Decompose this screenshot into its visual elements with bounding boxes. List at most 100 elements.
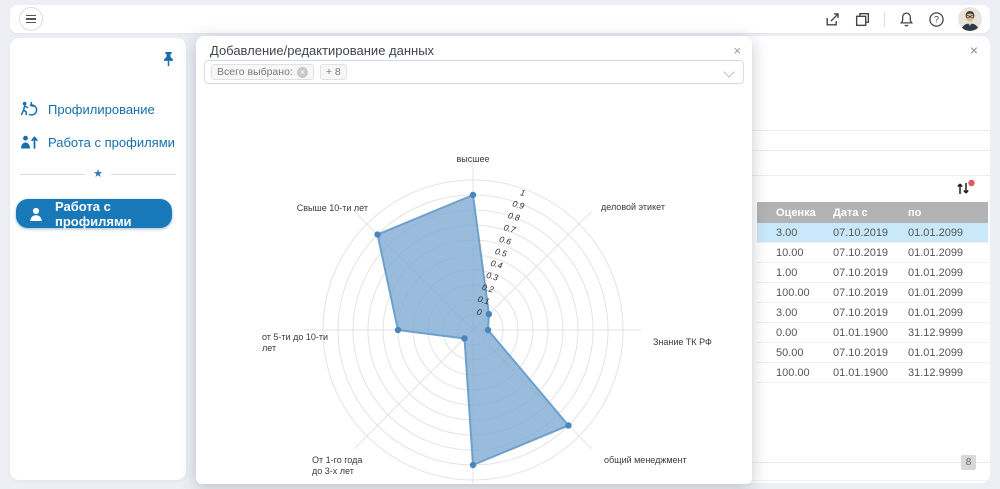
radar-tick-label: 0.4 bbox=[490, 258, 504, 271]
windows-icon[interactable] bbox=[854, 11, 871, 28]
sidebar: Профилирование Работа с профилями ★ Рабо… bbox=[10, 38, 186, 480]
table-cell: 07.10.2019 bbox=[833, 246, 889, 259]
radar-axis-label: от 5-ти до 10-ти лет bbox=[262, 332, 328, 353]
star-icon: ★ bbox=[93, 167, 103, 180]
table-cell: 3.00 bbox=[776, 306, 798, 319]
table-row[interactable]: 10.00 07.10.2019 01.01.2099 bbox=[757, 243, 988, 263]
table-body: 3.00 07.10.2019 01.01.2099 10.00 07.10.2019 0… bbox=[757, 223, 988, 383]
radar-tick-label: 0.6 bbox=[498, 234, 512, 247]
radar-tick-label: 1 bbox=[519, 187, 526, 198]
radar-tick-label: 0.8 bbox=[507, 210, 521, 223]
more-tag-label: + 8 bbox=[325, 66, 341, 78]
table-cell: 100.00 bbox=[776, 366, 810, 379]
table-cell: 01.01.2099 bbox=[908, 226, 964, 239]
top-bar: ? bbox=[10, 5, 990, 33]
radar-point bbox=[374, 231, 381, 238]
table-cell: 31.12.9999 bbox=[908, 326, 964, 339]
selected-tag: Всего выбрано: × bbox=[211, 64, 314, 80]
user-avatar[interactable] bbox=[958, 7, 982, 31]
more-tag[interactable]: + 8 bbox=[319, 64, 347, 80]
radar-axis-label: От 1-го года до 3-х лет bbox=[312, 455, 362, 476]
table-cell: 50.00 bbox=[776, 346, 804, 359]
favorites-divider: ★ bbox=[20, 168, 176, 180]
profiles-icon bbox=[21, 135, 38, 149]
sidebar-item-label: Работа с профилями bbox=[48, 135, 175, 150]
table-cell: 3.00 bbox=[776, 226, 798, 239]
svg-text:?: ? bbox=[934, 14, 939, 24]
radar-axis-label: Знание ТК РФ bbox=[653, 337, 712, 347]
radar-chart: 0 0.1 0.2 0.3 0.4 0.5 0.6 0.7 0.8 0.9 1 высшее делов… bbox=[196, 82, 752, 489]
radar-axis bbox=[472, 210, 593, 331]
table-cell: 10.00 bbox=[776, 246, 804, 259]
table-cell: 07.10.2019 bbox=[833, 346, 889, 359]
sidebar-item-profiling[interactable]: Профилирование bbox=[20, 101, 155, 118]
radar-tick-label: 0 bbox=[476, 307, 483, 318]
table-cell: 01.01.2099 bbox=[908, 286, 964, 299]
radar-point bbox=[485, 310, 493, 318]
table-header[interactable]: Оценка Дата с по bbox=[757, 202, 988, 223]
radar-point bbox=[469, 191, 477, 199]
table-cell: 31.12.9999 bbox=[908, 366, 964, 379]
column-header[interactable]: Оценка bbox=[776, 206, 816, 219]
table-cell: 01.01.1900 bbox=[833, 326, 889, 339]
table-cell: 100.00 bbox=[776, 286, 810, 299]
table-row[interactable]: 1.00 07.10.2019 01.01.2099 bbox=[757, 263, 988, 283]
table-row[interactable]: 3.00 07.10.2019 01.01.2099 bbox=[757, 303, 988, 323]
radar-point bbox=[461, 335, 468, 342]
table-cell: 07.10.2019 bbox=[833, 286, 889, 299]
modal-title: Добавление/редактирование данных bbox=[210, 43, 435, 58]
profiling-icon bbox=[20, 101, 38, 116]
table-cell: 07.10.2019 bbox=[833, 266, 889, 279]
divider bbox=[884, 11, 885, 27]
radar-tick-label: 0.7 bbox=[503, 222, 517, 235]
bell-icon[interactable] bbox=[898, 11, 915, 28]
radar-tick-label: 0.5 bbox=[494, 246, 508, 259]
radar-point bbox=[565, 422, 572, 429]
sidebar-item-label: Профилирование bbox=[48, 102, 155, 117]
radar-axis-label: общий менеджмент bbox=[604, 455, 687, 465]
radar-axis-label: Свыше 10-ти лет bbox=[297, 203, 368, 213]
radar-point bbox=[484, 326, 492, 334]
selected-tag-label: Всего выбрано: bbox=[217, 66, 293, 78]
skills-multiselect[interactable]: Всего выбрано: × + 8 bbox=[204, 60, 744, 84]
scores-table: Оценка Дата с по 3.00 07.10.2019 01.01.2099 1… bbox=[757, 202, 988, 383]
radar-point bbox=[394, 326, 402, 334]
radar-tick-label: 0.9 bbox=[511, 198, 525, 211]
table-cell: 01.01.2099 bbox=[908, 346, 964, 359]
panel-close-icon[interactable]: × bbox=[969, 42, 978, 58]
count-badge[interactable]: 8 bbox=[961, 455, 976, 470]
modal-close-icon[interactable]: × bbox=[733, 43, 741, 58]
tag-remove-icon[interactable]: × bbox=[296, 66, 308, 78]
table-cell: 01.01.2099 bbox=[908, 306, 964, 319]
table-cell: 01.01.2099 bbox=[908, 246, 964, 259]
active-button-label: Работа с профилями bbox=[55, 198, 132, 229]
table-row[interactable]: 50.00 07.10.2019 01.01.2099 bbox=[757, 343, 988, 363]
table-row[interactable]: 100.00 01.01.1900 31.12.9999 bbox=[757, 363, 988, 383]
radar-point bbox=[469, 461, 477, 469]
pin-icon[interactable] bbox=[161, 51, 176, 68]
table-cell: 1.00 bbox=[776, 266, 798, 279]
table-cell: 0.00 bbox=[776, 326, 798, 339]
table-cell: 07.10.2019 bbox=[833, 306, 889, 319]
table-cell: 07.10.2019 bbox=[833, 226, 889, 239]
table-row[interactable]: 0.00 01.01.1900 31.12.9999 bbox=[757, 323, 988, 343]
help-icon[interactable]: ? bbox=[928, 11, 945, 28]
radar-axis-label: высшее bbox=[457, 154, 490, 164]
active-nav-button-work-with-profiles[interactable]: Работа с профилями bbox=[16, 198, 172, 229]
column-header[interactable]: по bbox=[908, 206, 922, 219]
person-icon bbox=[30, 207, 42, 221]
sidebar-item-work-with-profiles[interactable]: Работа с профилями bbox=[20, 134, 175, 151]
table-row[interactable]: 3.00 07.10.2019 01.01.2099 bbox=[757, 223, 988, 243]
sort-filter-icon[interactable] bbox=[954, 179, 976, 197]
radar-axis bbox=[353, 329, 474, 450]
radar-tick-label: 0.3 bbox=[485, 270, 499, 283]
radar-axis-label: деловой этикет bbox=[601, 202, 665, 212]
column-header[interactable]: Дата с bbox=[833, 206, 868, 219]
table-row[interactable]: 100.00 07.10.2019 01.01.2099 bbox=[757, 283, 988, 303]
table-cell: 01.01.1900 bbox=[833, 366, 889, 379]
table-cell: 01.01.2099 bbox=[908, 266, 964, 279]
chevron-down-icon bbox=[723, 66, 735, 78]
share-icon[interactable] bbox=[824, 11, 841, 28]
radar-tick-label: 0.2 bbox=[481, 282, 495, 295]
hamburger-menu-button[interactable] bbox=[19, 7, 43, 31]
